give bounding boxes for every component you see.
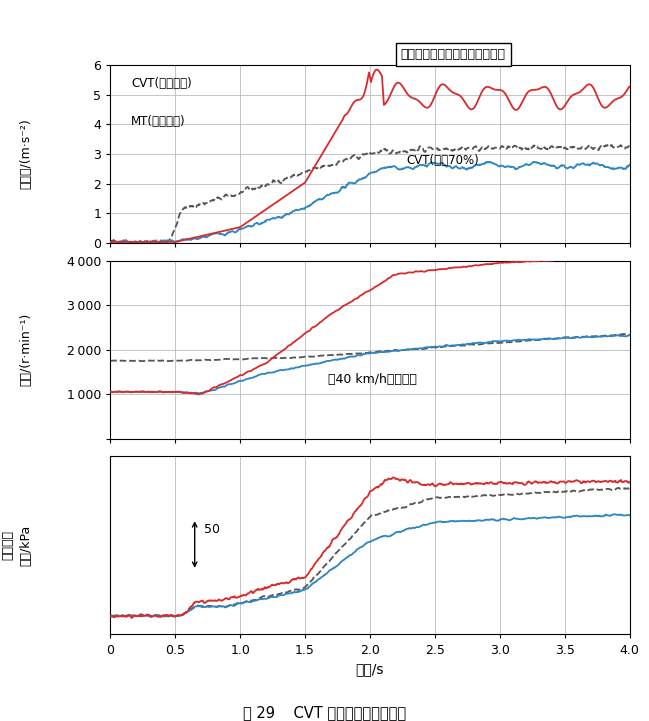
Text: 从40 km/h开始加速: 从40 km/h开始加速 — [328, 373, 417, 386]
Text: MT(油门全开): MT(油门全开) — [131, 115, 186, 128]
Text: 50: 50 — [204, 523, 220, 536]
Text: CVT(油门70%): CVT(油门70%) — [406, 154, 479, 167]
Y-axis label: 转速/(r·min⁻¹): 转速/(r·min⁻¹) — [19, 313, 32, 386]
Y-axis label: 进气歧管
压力/kPa: 进气歧管 压力/kPa — [1, 525, 32, 566]
X-axis label: 时间/s: 时间/s — [356, 662, 384, 676]
Text: 快速加速时加速度的最大值响应: 快速加速时加速度的最大值响应 — [400, 48, 506, 61]
Y-axis label: 加速度/(m·s⁻²): 加速度/(m·s⁻²) — [19, 118, 32, 190]
Text: CVT(油门全开): CVT(油门全开) — [131, 77, 192, 90]
Text: 图 29    CVT 和手动变速器的比较: 图 29 CVT 和手动变速器的比较 — [243, 705, 406, 720]
